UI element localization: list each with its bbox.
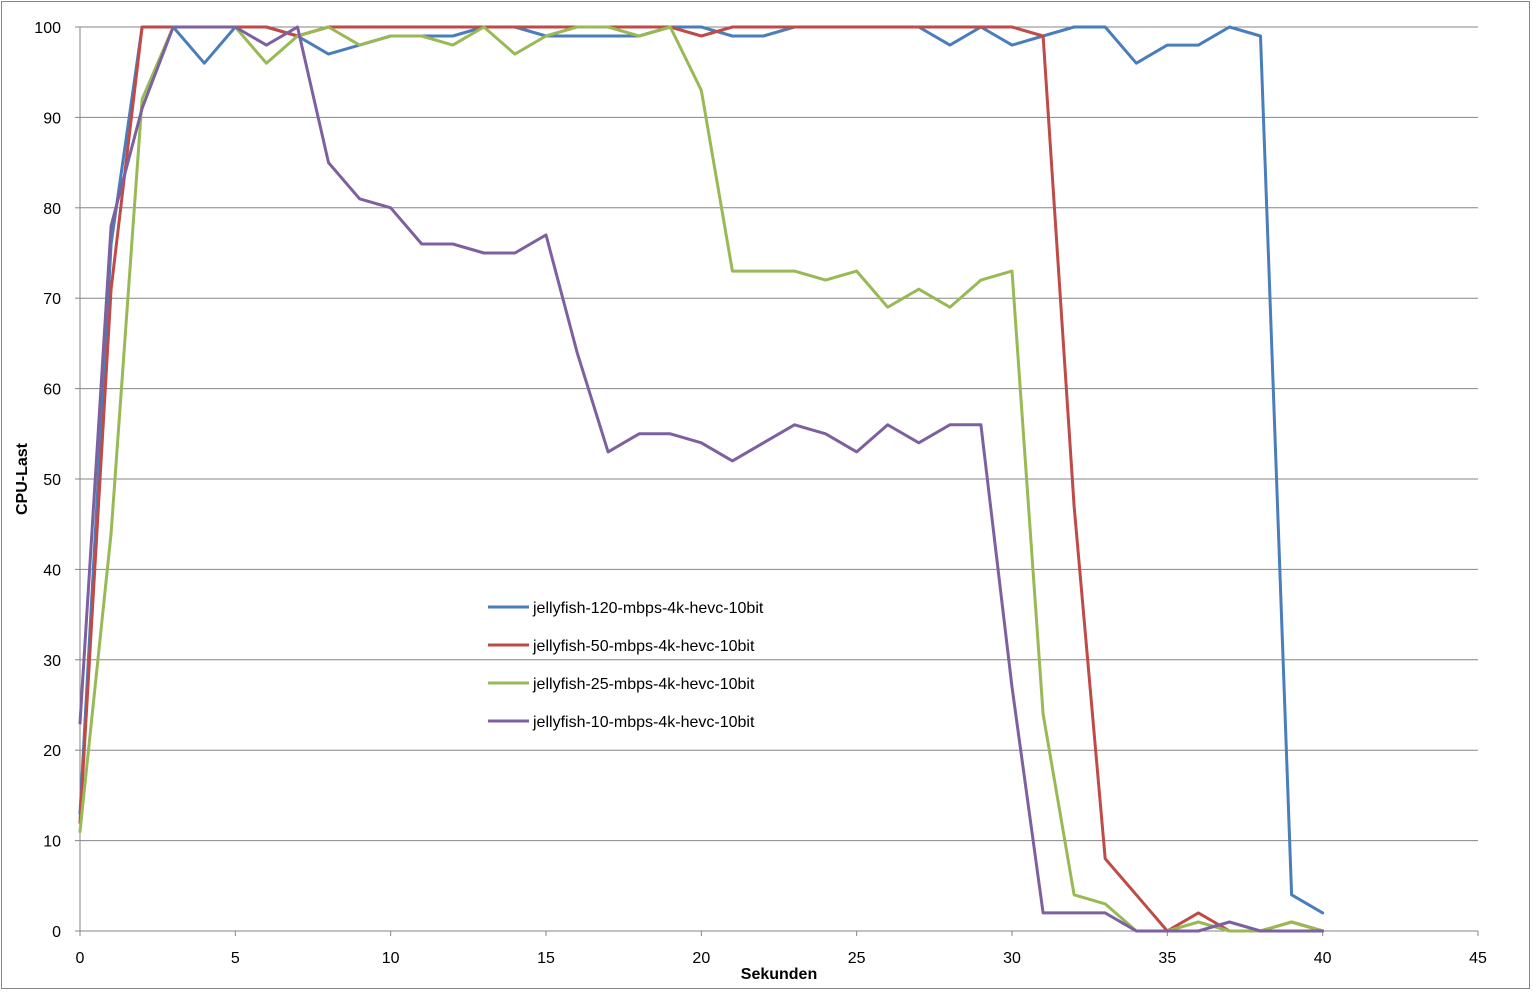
x-tick-label: 25: [848, 950, 866, 967]
x-tick-label: 10: [382, 950, 400, 967]
y-tick-label: 90: [43, 110, 61, 127]
y-tick-label: 30: [43, 653, 61, 670]
legend-item: jellyfish-10-mbps-4k-hevc-10bit: [488, 714, 755, 731]
y-tick-label: 70: [43, 291, 61, 308]
x-axis-ticks: 0 5 10 15 20 25 30 35 40 45: [76, 931, 1487, 967]
x-tick-label: 40: [1314, 950, 1332, 967]
x-tick-label: 20: [692, 950, 710, 967]
y-tick-label: 50: [43, 472, 61, 489]
y-axis-ticks: 0 10 20 30 40 50 60 70 80 90 100: [34, 20, 80, 941]
y-tick-label: 60: [43, 382, 61, 399]
legend: jellyfish-120-mbps-4k-hevc-10bit jellyfis…: [488, 600, 764, 731]
x-axis-title: Sekunden: [741, 966, 817, 983]
x-tick-label: 45: [1469, 950, 1487, 967]
legend-label: jellyfish-120-mbps-4k-hevc-10bit: [532, 600, 764, 617]
y-tick-label: 40: [43, 562, 61, 579]
y-tick-label: 80: [43, 201, 61, 218]
y-tick-label: 0: [52, 924, 61, 941]
x-tick-label: 15: [537, 950, 555, 967]
legend-label: jellyfish-25-mbps-4k-hevc-10bit: [532, 676, 755, 693]
y-tick-label: 10: [43, 834, 61, 851]
series-line-2: [78, 25, 1325, 933]
y-tick-label: 20: [43, 743, 61, 760]
y-tick-label: 100: [34, 20, 61, 37]
y-axis-title: CPU-Last: [14, 442, 31, 515]
legend-item: jellyfish-25-mbps-4k-hevc-10bit: [488, 676, 755, 693]
legend-label: jellyfish-10-mbps-4k-hevc-10bit: [532, 714, 755, 731]
x-tick-label: 0: [76, 950, 85, 967]
legend-item: jellyfish-120-mbps-4k-hevc-10bit: [488, 600, 764, 617]
x-tick-label: 35: [1158, 950, 1176, 967]
legend-label: jellyfish-50-mbps-4k-hevc-10bit: [532, 638, 755, 655]
series-lines: [78, 25, 1325, 933]
x-tick-label: 30: [1003, 950, 1021, 967]
series-line-0: [78, 25, 1325, 915]
x-tick-label: 5: [231, 950, 240, 967]
series-line-3: [78, 25, 1325, 933]
legend-item: jellyfish-50-mbps-4k-hevc-10bit: [488, 638, 755, 655]
